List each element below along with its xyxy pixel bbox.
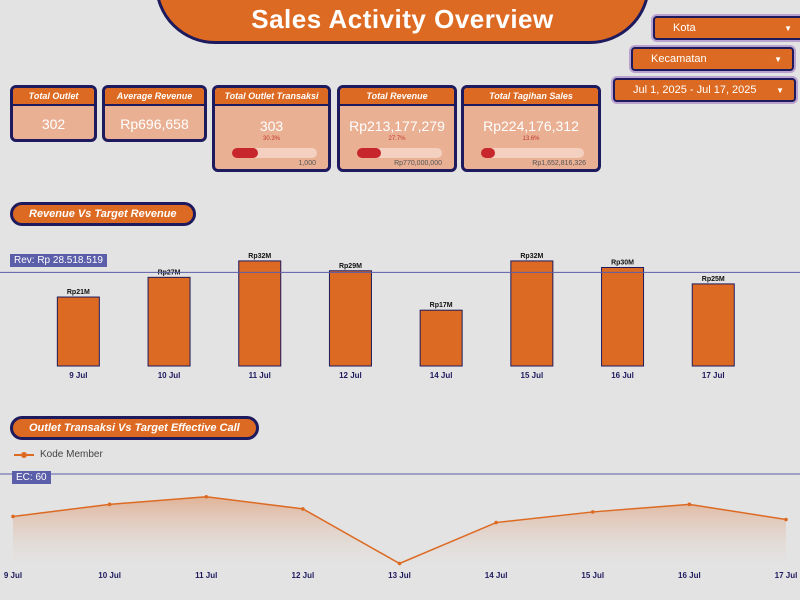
chevron-down-icon: ▼ — [774, 54, 782, 64]
total-tagihan-sales-label: Total Tagihan Sales — [464, 88, 598, 106]
x-tick-label: 11 Jul — [195, 571, 217, 580]
total-tagihan-sales-value: Rp224,176,312 — [483, 118, 579, 134]
bar[interactable] — [328, 270, 372, 367]
x-tick-label: 14 Jul — [430, 371, 453, 380]
outlet-section-title: Outlet Transaksi Vs Target Effective Cal… — [10, 416, 259, 440]
total-revenue-pct: 27.7% — [388, 136, 406, 142]
total-revenue-progress — [357, 148, 442, 158]
total-tagihan-sales-progress — [481, 148, 584, 158]
ec-reference-label: EC: 60 — [12, 471, 51, 484]
bar-value-label: Rp21M — [67, 289, 90, 296]
average-revenue-value: Rp696,658 — [120, 116, 189, 132]
data-point[interactable] — [301, 507, 305, 511]
bar[interactable] — [691, 283, 735, 367]
bar-value-label: Rp25M — [702, 276, 725, 283]
data-point[interactable] — [204, 494, 209, 499]
page-title: Sales Activity Overview — [251, 4, 554, 34]
data-point[interactable] — [494, 520, 498, 525]
total-outlet-card: Total Outlet 302 — [10, 85, 97, 142]
x-tick-label: 13 Jul — [388, 571, 411, 580]
x-tick-label: 10 Jul — [98, 571, 121, 580]
date-range-label: Jul 1, 2025 - Jul 17, 2025 — [633, 84, 757, 96]
bar[interactable] — [601, 266, 645, 367]
total-revenue-value: Rp213,177,279 — [349, 118, 445, 134]
kecamatan-filter[interactable]: Kecamatan ▼ — [631, 47, 794, 71]
total-outlet-label: Total Outlet — [13, 88, 94, 106]
total-outlet-transaksi-pct: 30.3% — [262, 136, 280, 142]
bar[interactable] — [510, 260, 554, 367]
chevron-down-icon: ▼ — [784, 23, 792, 33]
x-tick-label: 15 Jul — [521, 371, 544, 380]
revenue-reference-label: Rev: Rp 28.518.519 — [10, 254, 107, 267]
total-tagihan-sales-target: Rp1,652,816,326 — [532, 160, 586, 167]
data-point[interactable] — [397, 561, 402, 566]
legend-swatch — [14, 451, 34, 458]
total-revenue-card: Total Revenue Rp213,177,279 27.7% Rp770,… — [337, 85, 457, 172]
title-banner: Sales Activity Overview — [155, 0, 650, 44]
x-tick-label: 14 Jul — [485, 571, 508, 580]
average-revenue-label: Average Revenue — [105, 88, 204, 106]
x-tick-label: 10 Jul — [158, 371, 181, 380]
total-tagihan-sales-pct: 13.6% — [522, 136, 540, 142]
bar-value-label: Rp32M — [248, 253, 271, 260]
x-tick-label: 17 Jul — [775, 571, 798, 580]
x-tick-label: 17 Jul — [702, 371, 725, 380]
total-outlet-transaksi-value: 303 — [259, 118, 284, 134]
bar-value-label: Rp17M — [430, 302, 453, 309]
total-outlet-value: 302 — [41, 116, 66, 132]
progress-fill — [481, 148, 495, 158]
total-outlet-transaksi-target: 1,000 — [298, 160, 316, 167]
bar[interactable] — [419, 309, 463, 367]
total-revenue-label: Total Revenue — [340, 88, 454, 106]
x-tick-label: 11 Jul — [249, 371, 271, 380]
revenue-section-title: Revenue Vs Target Revenue — [10, 202, 196, 226]
legend-label: Kode Member — [40, 449, 103, 460]
progress-fill — [232, 148, 258, 158]
total-outlet-transaksi-label: Total Outlet Transaksi — [215, 88, 328, 106]
x-tick-label: 12 Jul — [339, 371, 362, 380]
data-point[interactable] — [784, 517, 788, 522]
chart-legend: Kode Member — [14, 449, 103, 460]
x-tick-label: 16 Jul — [611, 371, 634, 380]
chevron-down-icon: ▼ — [776, 85, 784, 95]
bar[interactable] — [238, 260, 282, 367]
outlet-area-chart: 9 Jul 10 Jul 11 Jul 12 Jul 13 Jul 14 Jul 15 Ju… — [0, 473, 800, 580]
data-point[interactable] — [590, 510, 595, 514]
average-revenue-card: Average Revenue Rp696,658 — [102, 85, 207, 142]
kota-filter-label: Kota — [673, 22, 696, 34]
total-outlet-transaksi-progress — [232, 148, 317, 158]
kota-filter[interactable]: Kota ▼ — [653, 16, 800, 40]
x-tick-label: 9 Jul — [69, 371, 87, 380]
data-point[interactable] — [11, 514, 15, 519]
total-outlet-transaksi-card: Total Outlet Transaksi 303 30.3% 1,000 — [212, 85, 331, 172]
area-fill — [13, 496, 786, 565]
data-point[interactable] — [687, 502, 692, 507]
total-revenue-target: Rp770,000,000 — [394, 160, 442, 167]
bar[interactable] — [147, 276, 191, 367]
kecamatan-filter-label: Kecamatan — [651, 53, 707, 65]
progress-fill — [357, 148, 381, 158]
bar-value-label: Rp29M — [339, 263, 362, 270]
bar-value-label: Rp32M — [520, 253, 543, 260]
x-tick-label: 12 Jul — [292, 571, 315, 580]
bar[interactable] — [56, 296, 100, 367]
date-range-filter[interactable]: Jul 1, 2025 - Jul 17, 2025 ▼ — [613, 78, 796, 102]
bar-value-label: Rp30M — [611, 259, 634, 266]
x-tick-label: 16 Jul — [678, 571, 701, 580]
x-tick-label: 9 Jul — [4, 571, 22, 580]
total-tagihan-sales-card: Total Tagihan Sales Rp224,176,312 13.6% … — [461, 85, 601, 172]
x-tick-label: 15 Jul — [581, 571, 604, 580]
data-point[interactable] — [107, 502, 112, 507]
